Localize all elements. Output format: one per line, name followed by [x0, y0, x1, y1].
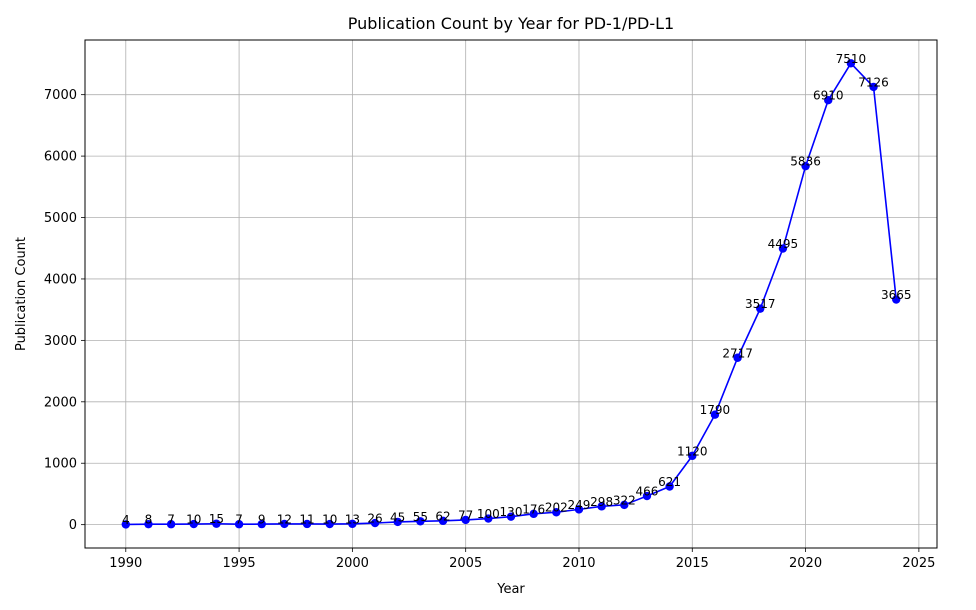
data-point [824, 95, 833, 105]
x-tick-label: 2020 [789, 556, 822, 571]
data-label: 77 [458, 508, 473, 522]
y-tick-label: 4000 [44, 272, 77, 287]
y-tick-label: 7000 [44, 88, 77, 103]
y-tick-label: 1000 [44, 457, 77, 472]
data-label: 2717 [722, 346, 753, 360]
x-axis-title: Year [496, 582, 525, 597]
data-point [688, 451, 697, 461]
data-label: 10 [186, 513, 201, 527]
data-label: 621 [658, 475, 681, 489]
data-label: 8 [145, 513, 153, 527]
y-tick-label: 3000 [44, 334, 77, 349]
data-point [869, 82, 878, 92]
data-point [574, 505, 584, 514]
x-tick-label: 2010 [562, 556, 595, 571]
y-tick-label: 2000 [44, 395, 77, 410]
data-point [620, 500, 629, 510]
data-point [234, 520, 244, 529]
data-label: 7 [167, 513, 175, 527]
data-point [710, 410, 720, 419]
data-point [393, 517, 402, 527]
data-point [348, 519, 357, 529]
data-label: 62 [435, 509, 450, 523]
data-point [892, 295, 901, 304]
x-tick-label: 2025 [902, 556, 935, 571]
data-label: 12 [277, 512, 292, 526]
data-label: 5836 [790, 155, 821, 169]
data-label: 55 [413, 510, 428, 524]
data-label: 6910 [813, 89, 844, 103]
data-label: 3665 [881, 288, 912, 302]
data-label: 249 [568, 498, 591, 512]
data-label: 15 [209, 512, 224, 526]
data-label: 130 [500, 505, 523, 519]
chart-title: Publication Count by Year for PD-1/PD-L1 [348, 14, 674, 33]
data-label: 9 [258, 513, 266, 527]
data-point [801, 161, 810, 171]
y-axis-title: Publication Count [14, 237, 29, 351]
data-point [529, 509, 538, 519]
data-point [121, 520, 130, 529]
data-label: 202 [545, 501, 568, 515]
data-label: 298 [590, 495, 613, 509]
data-point [665, 482, 674, 491]
data-label: 4495 [768, 237, 799, 251]
y-tick-label: 6000 [44, 150, 77, 165]
data-point [733, 353, 742, 362]
data-point [484, 514, 493, 523]
x-tick-label: 1995 [223, 556, 256, 571]
data-label: 7 [235, 513, 243, 527]
y-tick-label: 5000 [44, 211, 77, 226]
data-label: 100 [477, 507, 500, 521]
data-label: 4 [122, 513, 130, 527]
data-point [212, 519, 221, 528]
data-point [166, 520, 176, 529]
data-point [144, 519, 153, 529]
data-point [778, 244, 788, 253]
data-label: 13 [345, 512, 360, 526]
data-label: 45 [390, 510, 405, 524]
data-point [416, 517, 425, 526]
data-label: 11 [299, 512, 314, 526]
data-labels: 4 8 7 10 15 7 9 12 11 10 13 26 45 55 62 77 100 130 176 202 2… [122, 52, 912, 527]
x-tick-label: 1990 [109, 556, 142, 571]
data-point [257, 519, 266, 529]
data-point [280, 519, 289, 529]
series-layer [121, 59, 901, 529]
data-point [461, 515, 470, 525]
data-label: 7126 [858, 75, 889, 89]
data-point [370, 518, 380, 528]
x-tick-label: 2000 [336, 556, 369, 571]
data-label: 322 [613, 493, 636, 507]
data-label: 7510 [836, 52, 867, 66]
data-point [552, 508, 561, 517]
data-label: 1120 [677, 444, 708, 458]
plot-frame [84, 39, 938, 549]
data-label: 10 [322, 513, 337, 527]
data-label: 3517 [745, 297, 776, 311]
x-tick-label: 2015 [676, 556, 709, 571]
data-point [438, 516, 448, 526]
data-point [325, 519, 334, 529]
axis-ticks: 1990 1995 2000 2005 2010 2015 2020 2025 0 1000 200… [44, 88, 936, 571]
data-label: 176 [522, 502, 545, 516]
data-point [756, 304, 765, 313]
data-point [189, 519, 198, 529]
data-label: 26 [367, 512, 382, 526]
data-point [642, 491, 652, 501]
y-tick-label: 0 [69, 518, 77, 533]
data-point [506, 512, 516, 521]
data-point [302, 519, 312, 529]
data-label: 1790 [700, 403, 731, 417]
data-label: 466 [636, 485, 659, 499]
x-tick-label: 2005 [449, 556, 482, 571]
data-point [597, 502, 606, 511]
data-point [846, 59, 856, 68]
